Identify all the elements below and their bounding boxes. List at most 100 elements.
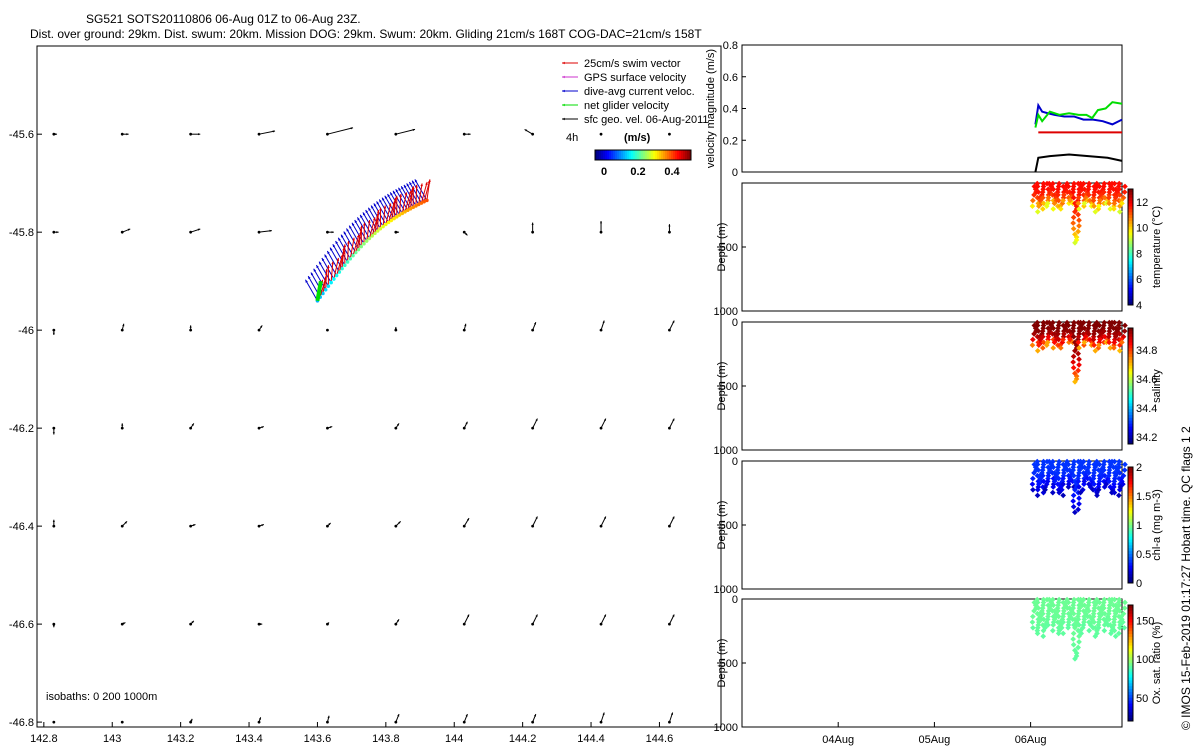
temperature-data-point [1116, 186, 1122, 193]
oxygen-data-point [1050, 602, 1057, 609]
temperature-data-point [1085, 186, 1092, 193]
temperature-colorbar-swatch [1128, 191, 1133, 196]
chla-data-point [1077, 489, 1084, 496]
temperature-data-point [1040, 200, 1047, 207]
map-xtick-label: 142.8 [30, 733, 58, 745]
oxygen-data-point [1108, 630, 1114, 637]
oxygen-data-point [1056, 596, 1062, 603]
current-vector-arrow-head [313, 268, 317, 272]
colorbar-swatch [651, 150, 654, 160]
swim-vector-arrow-head [340, 254, 344, 258]
salinity-data-point [1030, 336, 1036, 343]
temperature-data-point [1035, 203, 1042, 209]
track-dive-point [337, 270, 342, 274]
oxygen-colorbar-swatch [1128, 642, 1133, 647]
current-vector-arrow [326, 250, 340, 273]
current-vector-arrow-head [414, 179, 418, 183]
geo-vel-arrow-head [533, 714, 537, 717]
current-vector-arrow [343, 231, 357, 253]
map-xtick-label: 143.4 [235, 733, 263, 745]
geo-vel-point [326, 328, 329, 332]
geo-vel-arrow-head [394, 326, 397, 330]
swim-vector-arrow-head [359, 228, 363, 232]
chla-data-point [1102, 472, 1108, 479]
temperature-data-point [1065, 183, 1072, 190]
colorbar-swatch [605, 150, 608, 160]
oxygen-data-point [1112, 633, 1119, 640]
colorbar-swatch [683, 150, 686, 160]
colorbar-swatch [633, 150, 636, 160]
salinity-colorbar-swatch [1128, 333, 1133, 338]
colorbar-swatch [675, 150, 678, 160]
current-vector-arrow-head [341, 234, 344, 238]
chla-colorbar-swatch [1128, 568, 1133, 572]
salinity-data-point [1075, 350, 1081, 357]
temperature-data-point [1070, 183, 1077, 190]
chla-data-point [1076, 484, 1082, 490]
chla-data-point [1111, 478, 1118, 485]
chla-colorbar-swatch [1128, 530, 1133, 535]
current-vector-arrow-head [390, 192, 393, 196]
current-vector-arrow-head [362, 212, 366, 216]
chla-data-point [1095, 486, 1102, 493]
oxygen-data-point [1034, 630, 1041, 637]
chla-data-point [1075, 506, 1081, 513]
oxygen-data-point [1081, 616, 1088, 623]
geo-vel-arrow-head [350, 127, 354, 130]
oxygen-data-point [1122, 599, 1128, 606]
oxygen-colorbar-swatch [1128, 625, 1133, 629]
oxygen-ytick-label: 0 [732, 594, 738, 606]
salinity-data-point [1100, 322, 1107, 329]
temperature-colorbar-swatch [1128, 200, 1133, 204]
chla-colorbar-swatch [1128, 467, 1133, 471]
swim-vector-arrow-head [363, 222, 366, 226]
salinity-data-point [1102, 333, 1108, 340]
temperature-colorbar-swatch [1128, 255, 1133, 260]
geo-vel-arrow-head [54, 133, 58, 136]
colorbar-swatch [603, 150, 606, 160]
salinity-data-point [1060, 336, 1066, 343]
track-dive-point [394, 214, 399, 219]
chla-colorbar-swatch [1128, 481, 1133, 485]
track-dive-point [397, 213, 402, 217]
colorbar-swatch [659, 150, 662, 160]
colorbar-tick-label: 0.4 [664, 166, 680, 178]
salinity-colorbar-swatch [1128, 435, 1133, 439]
salinity-data-point [1106, 333, 1112, 340]
salinity-data-point [1040, 345, 1046, 351]
chla-colorbar-swatch [1128, 472, 1133, 477]
colorbar-swatch [667, 150, 670, 160]
geo-vel-point [52, 720, 56, 724]
temperature-colorbar-tick-label: 12 [1136, 197, 1148, 209]
salinity-data-point [1090, 336, 1097, 343]
chla-colorbar-swatch [1128, 542, 1133, 546]
swim-vector-arrow-head [376, 210, 380, 213]
chla-data-point [1091, 470, 1097, 476]
swim-vector-arrow-head [425, 182, 428, 185]
oxygen-colorbar-swatch [1128, 634, 1133, 638]
geo-vel-arrow-head [396, 231, 400, 234]
chla-colorbar-swatch [1128, 490, 1133, 494]
chla-data-point [1080, 458, 1087, 465]
colorbar-swatch [643, 150, 646, 160]
chla-data-point [1034, 461, 1041, 468]
geo-vel-arrow-head [189, 325, 192, 328]
swim-vector-arrow [404, 190, 412, 212]
salinity-colorbar-swatch [1128, 417, 1133, 422]
current-vector-arrow-head [324, 254, 328, 258]
geo-vel-arrow-head [533, 322, 537, 325]
oxygen-data-point [1065, 624, 1071, 631]
temperature-colorbar-swatch [1128, 197, 1133, 202]
geo-vel-point [394, 132, 398, 136]
colorbar-swatch [689, 150, 692, 160]
geo-vel-arrow-head [269, 229, 272, 232]
salinity-data-point [1040, 322, 1047, 329]
oxygen-data-point [1061, 608, 1067, 614]
temperature-colorbar-swatch [1128, 238, 1133, 242]
colorbar-frame [594, 149, 692, 161]
chla-data-point [1035, 481, 1042, 487]
chla-data-point [1034, 486, 1041, 493]
oxygen-data-point [1076, 605, 1083, 611]
salinity-colorbar-swatch [1128, 328, 1133, 332]
